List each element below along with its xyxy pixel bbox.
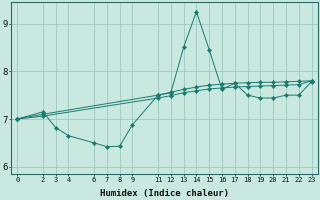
X-axis label: Humidex (Indice chaleur): Humidex (Indice chaleur) [100, 189, 229, 198]
